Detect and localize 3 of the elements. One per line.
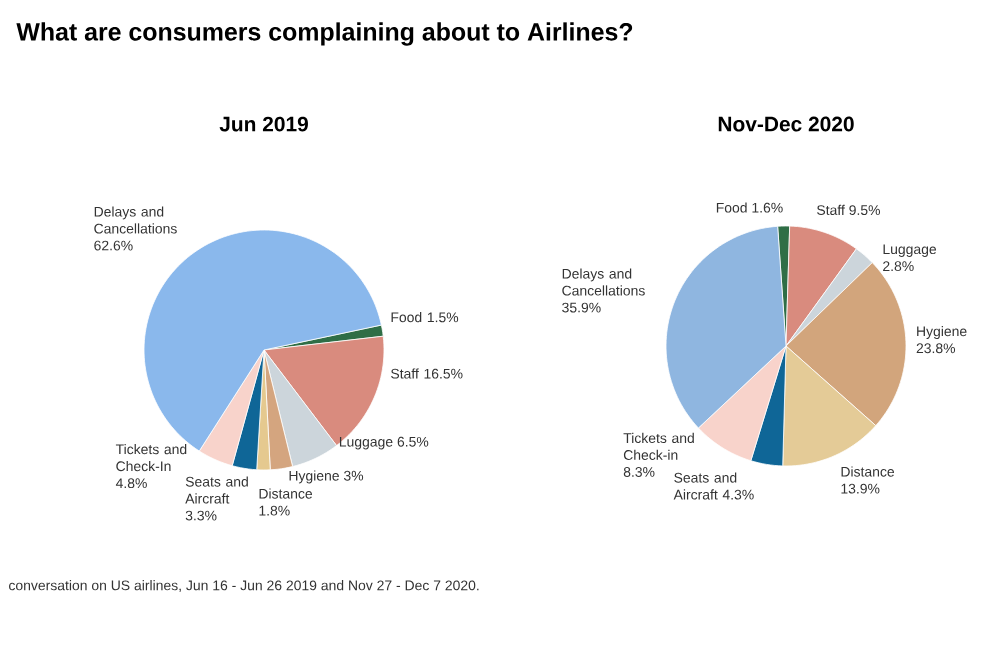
chart-title: What are consumers complaining about to Airlines? xyxy=(16,22,633,46)
chart-subtitle: Nov-Dec 2020 xyxy=(718,116,854,132)
chart-subtitle: Jun 2019 xyxy=(219,116,308,132)
